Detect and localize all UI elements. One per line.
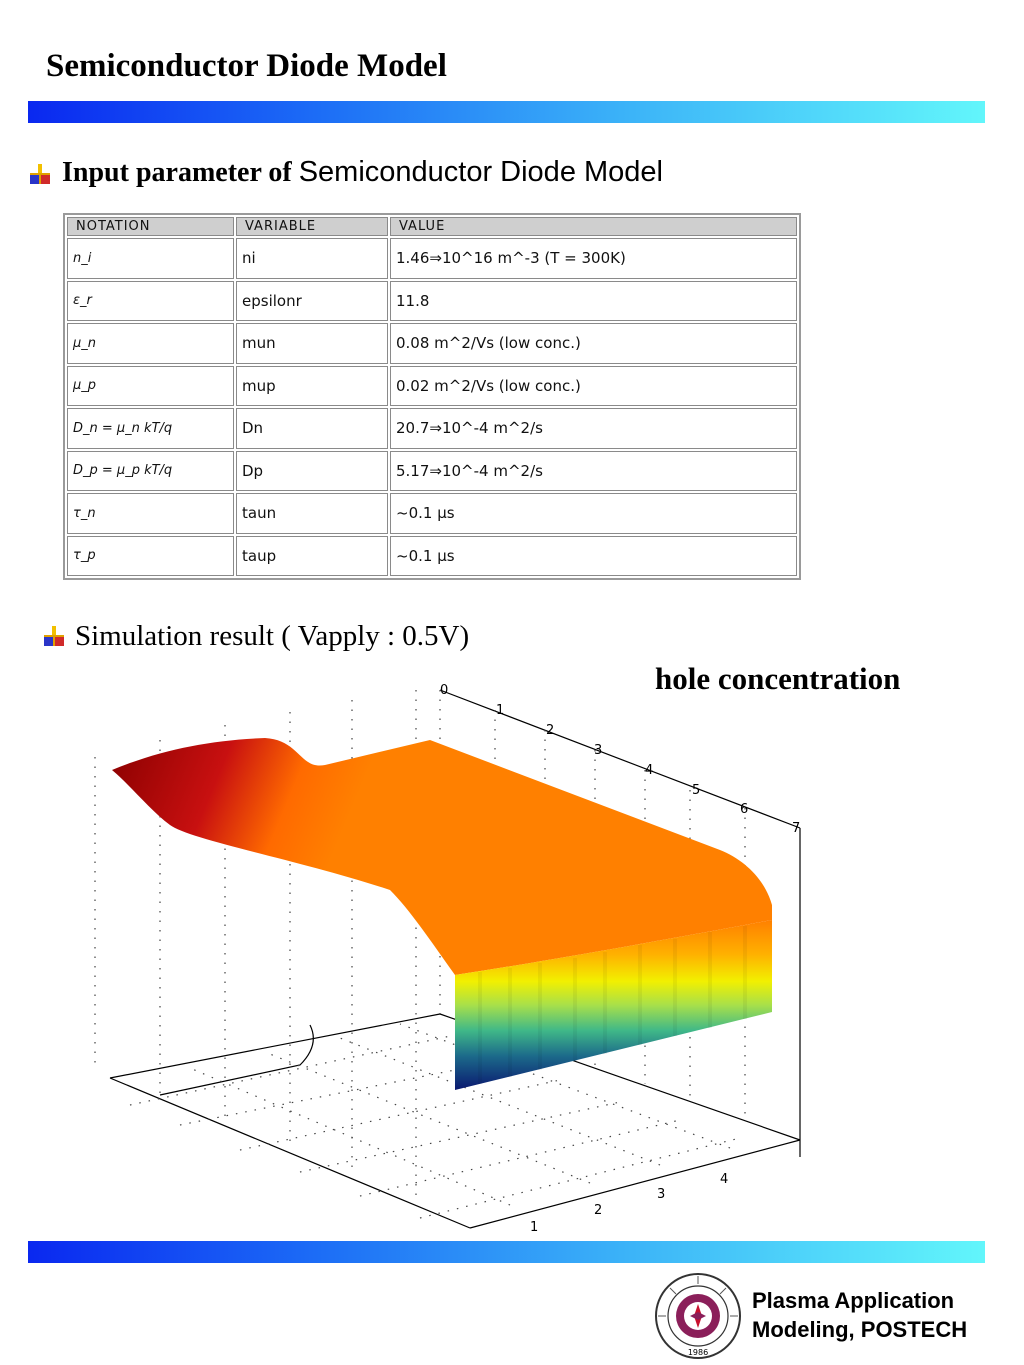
tick-label: 4 — [645, 763, 653, 778]
notation-cell: D_p = μ_p kT/q — [67, 450, 234, 491]
notation-cell: μ_n — [67, 323, 234, 364]
section-input-parameters-heading: Input parameter of Semiconductor Diode M… — [62, 156, 663, 189]
value-cell: ~0.1 μs — [390, 535, 797, 576]
organization-label: Plasma Application Modeling, POSTECH — [752, 1286, 967, 1344]
value-cell: 0.08 m^2/Vs (low conc.) — [390, 323, 797, 364]
table-row: μ_p mup 0.02 m^2/Vs (low conc.) — [67, 365, 797, 406]
tick-label: 6 — [740, 802, 748, 817]
notation-cell: τ_p — [67, 535, 234, 576]
value-cell: 1.46⇒10^16 m^-3 (T = 300K) — [390, 238, 797, 279]
column-header: VARIABLE — [236, 217, 388, 236]
value-cell: ~0.1 μs — [390, 493, 797, 534]
notation-cell: n_i — [67, 238, 234, 279]
axis-ticks-bottom: 1 2 3 4 — [530, 1172, 728, 1235]
tick-label: 2 — [594, 1203, 602, 1218]
surface-front-wall — [455, 920, 772, 1090]
table-row: μ_n mun 0.08 m^2/Vs (low conc.) — [67, 323, 797, 364]
tick-label: 7 — [792, 821, 800, 836]
variable-cell: ni — [236, 238, 388, 279]
notation-cell: μ_p — [67, 365, 234, 406]
value-cell: 11.8 — [390, 280, 797, 321]
org-line-2: Modeling, POSTECH — [752, 1317, 968, 1342]
org-line-1: Plasma Application — [752, 1288, 955, 1313]
variable-cell: taun — [236, 493, 388, 534]
tick-label: 4 — [720, 1172, 728, 1187]
table-row: τ_p taup ~0.1 μs — [67, 535, 797, 576]
axis-ticks-top: 0 1 2 3 4 5 6 7 — [440, 683, 800, 836]
tick-label: 1 — [530, 1220, 538, 1235]
postech-logo-icon: 1986 — [655, 1273, 741, 1359]
plot-axes — [109, 689, 801, 1229]
value-cell: 5.17⇒10^-4 m^2/s — [390, 450, 797, 491]
variable-cell: taup — [236, 535, 388, 576]
table-row: ε_r epsilonr 11.8 — [67, 280, 797, 321]
page-title: Semiconductor Diode Model — [46, 48, 447, 84]
variable-cell: epsilonr — [236, 280, 388, 321]
value-cell: 20.7⇒10^-4 m^2/s — [390, 408, 797, 449]
plot-label: hole concentration — [655, 661, 901, 696]
section-simulation-heading: Simulation result ( Vapply : 0.5V) — [75, 620, 470, 652]
variable-cell: Dp — [236, 450, 388, 491]
tick-label: 3 — [657, 1187, 665, 1202]
heading-plain-part: Semiconductor Diode Model — [298, 156, 663, 188]
table-row: D_n = μ_n kT/q Dn 20.7⇒10^-4 m^2/s — [67, 408, 797, 449]
logo-year: 1986 — [688, 1348, 708, 1357]
tick-label: 3 — [594, 743, 602, 758]
parameter-table: NOTATION VARIABLE VALUE n_i ni 1.46⇒10^1… — [63, 213, 801, 580]
tick-label: 0 — [440, 683, 448, 698]
table-row: n_i ni 1.46⇒10^16 m^-3 (T = 300K) — [67, 238, 797, 279]
table-row: τ_n taun ~0.1 μs — [67, 493, 797, 534]
notation-cell: D_n = μ_n kT/q — [67, 408, 234, 449]
variable-cell: mup — [236, 365, 388, 406]
bullet-icon — [44, 626, 64, 646]
header-gradient-bar — [28, 101, 985, 123]
table-header-row: NOTATION VARIABLE VALUE — [67, 217, 797, 236]
tick-label: 2 — [546, 723, 554, 738]
tick-label: 1 — [496, 703, 504, 718]
hole-concentration-surface-plot: 0 1 2 3 4 5 6 7 1 2 3 4 — [94, 683, 801, 1235]
value-cell: 0.02 m^2/Vs (low conc.) — [390, 365, 797, 406]
notation-cell: τ_n — [67, 493, 234, 534]
tick-label: 5 — [692, 783, 700, 798]
column-header: NOTATION — [67, 217, 234, 236]
table-row: D_p = μ_p kT/q Dp 5.17⇒10^-4 m^2/s — [67, 450, 797, 491]
column-header: VALUE — [390, 217, 797, 236]
bullet-icon — [30, 164, 50, 184]
heading-bold-part: Input parameter of — [62, 157, 299, 188]
footer-gradient-bar — [28, 1241, 985, 1263]
variable-cell: Dn — [236, 408, 388, 449]
surface-top — [112, 738, 772, 975]
surface-striations — [478, 926, 747, 1084]
variable-cell: mun — [236, 323, 388, 364]
notation-cell: ε_r — [67, 280, 234, 321]
